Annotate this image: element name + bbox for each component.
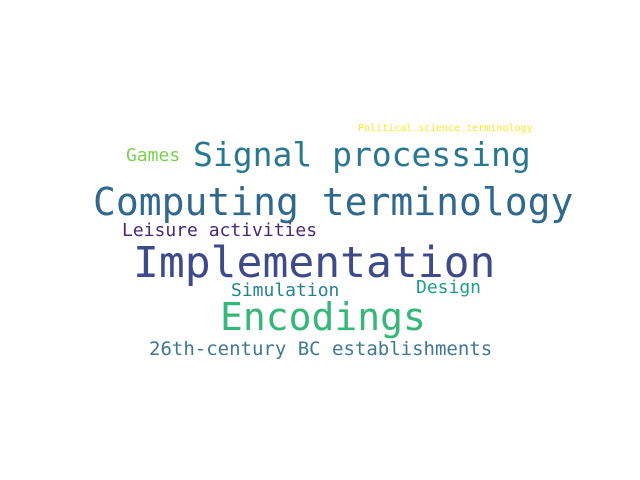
word-implementation: Implementation (133, 238, 496, 288)
word-simulation: Simulation (231, 280, 340, 301)
word-computing-terminology: Computing terminology (93, 180, 574, 224)
word-encodings: Encodings (220, 295, 426, 339)
word-leisure-activities: Leisure activities (122, 220, 318, 241)
word-design: Design (416, 277, 482, 298)
word-games: Games (126, 145, 181, 166)
word-signal-processing: Signal processing (193, 135, 531, 174)
word-26th-century-bc-establishments: 26th-century BC establishments (149, 338, 493, 360)
word-political-science-terminology: Political science terminology (358, 123, 533, 134)
